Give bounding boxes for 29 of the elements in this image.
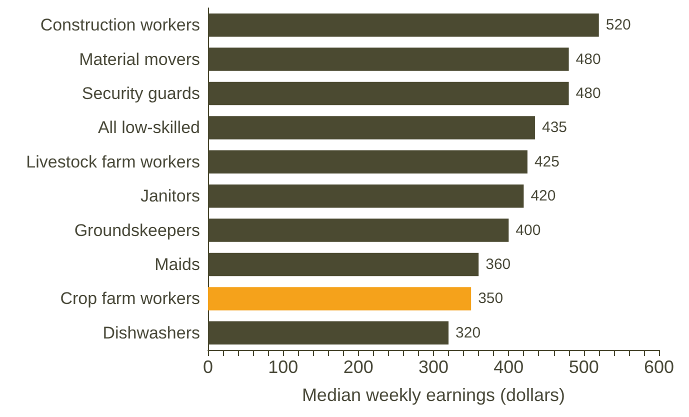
x-axis-title: Median weekly earnings (dollars) [302, 385, 566, 405]
x-tick-label: 500 [568, 357, 599, 377]
data-label: 360 [486, 256, 511, 273]
x-tick-label: 100 [268, 357, 298, 377]
x-tick-label: 200 [343, 357, 374, 377]
bar [208, 287, 472, 310]
x-tick-label: 300 [418, 357, 449, 377]
data-label: 480 [576, 85, 601, 102]
y-tick-label: Janitors [140, 186, 200, 206]
data-label: 420 [530, 188, 556, 205]
x-tick-label: 0 [202, 357, 214, 377]
x-tick-label: 400 [494, 357, 524, 377]
y-tick-label: Maids [154, 255, 200, 274]
data-label: 320 [456, 324, 481, 342]
data-label: 400 [516, 222, 541, 239]
x-tick-label: 600 [644, 357, 674, 377]
data-label: 350 [478, 290, 504, 308]
data-label: 520 [606, 16, 631, 34]
data-label: 480 [576, 50, 601, 68]
y-tick-label: Construction workers [40, 16, 200, 35]
y-tick-label: Security guards [82, 84, 200, 103]
y-tick-label: Material movers [79, 50, 200, 69]
y-tick-label: All low-skilled [98, 118, 200, 138]
y-tick-label: Dishwashers [102, 323, 200, 342]
y-tick-label: Crop farm workers [60, 289, 200, 308]
data-label: 435 [542, 119, 568, 136]
y-tick-label: Groundskeepers [74, 220, 200, 240]
data-label: 425 [534, 153, 560, 170]
y-tick-label: Livestock farm workers [26, 152, 200, 172]
